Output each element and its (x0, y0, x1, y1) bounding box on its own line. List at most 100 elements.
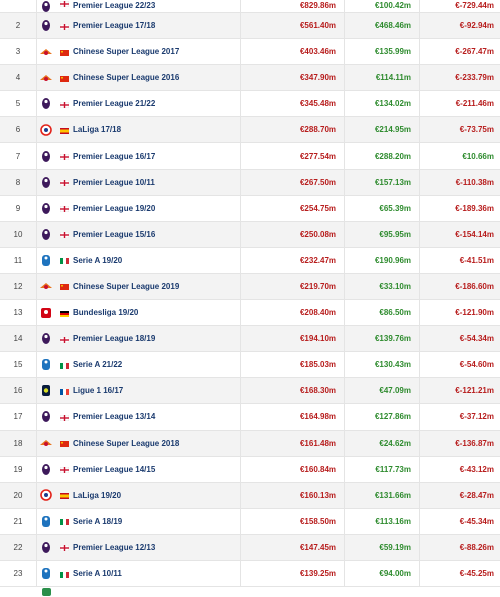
competition-link[interactable]: Chinese Super League 2018 (73, 438, 180, 448)
competition-logo-icon[interactable] (36, 117, 56, 142)
rank-cell: 18 (0, 430, 37, 456)
income-cell: €157.13m (345, 169, 420, 195)
balance-cell: €-45.25m (459, 569, 494, 579)
balance-cell: €-189.36m (455, 203, 494, 213)
competition-logo-icon[interactable] (36, 561, 56, 586)
expenditure-cell: €161.48m (240, 430, 345, 456)
competition-logo-icon[interactable] (36, 196, 56, 221)
balance-cell: €-43.12m (459, 464, 494, 474)
competition-logo-icon[interactable] (36, 274, 56, 299)
england-flag-icon (59, 153, 70, 161)
rank-cell: 23 (0, 560, 37, 587)
income-cell: €135.99m (345, 39, 420, 65)
income-cell: €131.66m (345, 482, 420, 508)
italy-flag-icon (60, 571, 69, 578)
balance-cell: €-267.47m (455, 47, 494, 57)
competition-logo-icon[interactable] (36, 404, 56, 429)
competition-logo-icon[interactable] (36, 457, 56, 482)
table-row: 2 Premier League 17/18 €561.40m €468.46m €-9… (0, 13, 500, 40)
competition-link[interactable]: LaLiga 19/20 (73, 490, 122, 500)
income-cell: €100.42m (345, 0, 420, 12)
expenditure-cell: €288.70m (240, 117, 345, 143)
rank-cell: 21 (0, 508, 37, 534)
income-cell: €139.76m (345, 326, 420, 352)
competition-logo-icon[interactable] (36, 91, 56, 116)
competition-link[interactable]: Premier League 15/16 (73, 229, 156, 239)
competition-logo-icon[interactable] (36, 39, 56, 64)
competition-link[interactable]: Premier League 10/11 (73, 177, 155, 187)
competition-logo-icon[interactable] (36, 170, 56, 195)
competition-link[interactable]: Chinese Super League 2016 (73, 73, 180, 83)
competition-logo-icon[interactable] (36, 509, 56, 534)
income-cell: €214.95m (345, 117, 420, 143)
competition-link[interactable]: Premier League 17/18 (73, 21, 156, 31)
expenditure-cell: €185.03m (240, 352, 345, 378)
competition-logo-icon[interactable] (36, 222, 56, 247)
competition-logo-icon[interactable] (36, 326, 56, 351)
competition-link[interactable]: Premier League 13/14 (73, 412, 156, 422)
competition-logo-icon[interactable] (36, 535, 56, 560)
table-row-partial (0, 587, 500, 597)
income-cell: €65.39m (345, 195, 420, 221)
competition-logo-icon[interactable] (36, 431, 56, 456)
rank-cell: 7 (0, 143, 37, 169)
competition-link[interactable]: Premier League 14/15 (73, 464, 156, 474)
league-badge-icon (41, 588, 51, 597)
competition-cell: Premier League 17/18 (59, 13, 241, 39)
income-cell: €468.46m (345, 13, 420, 39)
balance-cell: €-54.60m (459, 360, 494, 370)
competition-link[interactable]: Premier League 21/22 (73, 99, 156, 109)
england-flag-icon (59, 544, 70, 552)
balance-cell: €-121.21m (455, 386, 494, 396)
china-flag-icon (60, 75, 69, 82)
competition-logo-icon[interactable] (36, 587, 56, 597)
competition-cell: Chinese Super League 2018 (60, 430, 241, 456)
competition-link[interactable]: Serie A 18/19 (73, 516, 123, 526)
competition-logo-icon[interactable] (36, 300, 56, 325)
expenditure-cell: €250.08m (240, 221, 345, 247)
rank-cell: 2 (0, 13, 37, 39)
competition-logo-icon[interactable] (36, 143, 56, 168)
competition-link[interactable]: Ligue 1 16/17 (73, 386, 124, 396)
balance-cell: €-37.12m (459, 412, 494, 422)
competition-link[interactable]: Serie A 19/20 (73, 255, 123, 265)
income-cell: €127.86m (345, 404, 420, 430)
competition-link[interactable]: Premier League 16/17 (73, 151, 156, 161)
competition-link[interactable]: Serie A 21/22 (73, 360, 123, 370)
competition-cell: Chinese Super League 2016 (60, 65, 241, 91)
england-flag-icon (59, 23, 70, 30)
competition-logo-icon[interactable] (36, 0, 56, 12)
expenditure-cell: €345.48m (240, 91, 345, 117)
balance-cell: €-41.51m (459, 255, 494, 265)
competition-link[interactable]: Premier League 18/19 (73, 334, 156, 344)
competition-logo-icon[interactable] (36, 248, 56, 273)
competition-logo-icon[interactable] (36, 352, 56, 377)
competition-logo-icon[interactable] (36, 378, 56, 403)
competition-logo-icon[interactable] (36, 483, 56, 508)
competition-cell: Premier League 19/20 (59, 195, 241, 221)
expenditure-cell: €219.70m (240, 273, 345, 300)
competition-cell: LaLiga 17/18 (60, 117, 241, 143)
competition-link[interactable]: Premier League 19/20 (73, 203, 156, 213)
table-row: 11 Serie A 19/20 €232.47m €190.96m €-41.51m (0, 247, 500, 274)
table-row: 22 Premier League 12/13 €147.45m €59.19m €-8… (0, 534, 500, 561)
china-flag-icon (60, 283, 69, 291)
table-row: 7 Premier League 16/17 €277.54m €288.20m €10… (0, 143, 500, 170)
competition-link[interactable]: Chinese Super League 2017 (73, 47, 180, 57)
income-cell: €95.95m (345, 221, 420, 247)
competition-cell: Serie A 19/20 (60, 247, 241, 273)
income-cell: €134.02m (345, 91, 420, 117)
expenditure-cell: €139.25m (240, 560, 345, 587)
competition-logo-icon[interactable] (36, 65, 56, 90)
competition-link[interactable]: Serie A 10/11 (73, 569, 122, 579)
competition-link[interactable]: Chinese Super League 2019 (73, 281, 180, 291)
competition-link[interactable]: Premier League 22/23 (73, 1, 156, 10)
competition-link[interactable]: LaLiga 17/18 (73, 125, 122, 135)
rank-cell: 16 (0, 378, 37, 404)
income-cell: €113.16m (345, 508, 420, 534)
table-row: 15 Serie A 21/22 €185.03m €130.43m €-54.60m (0, 352, 500, 379)
competition-link[interactable]: Premier League 12/13 (73, 542, 156, 552)
competition-cell: Serie A 21/22 (60, 352, 241, 378)
competition-link[interactable]: Bundesliga 19/20 (73, 308, 139, 318)
competition-logo-icon[interactable] (36, 13, 56, 38)
